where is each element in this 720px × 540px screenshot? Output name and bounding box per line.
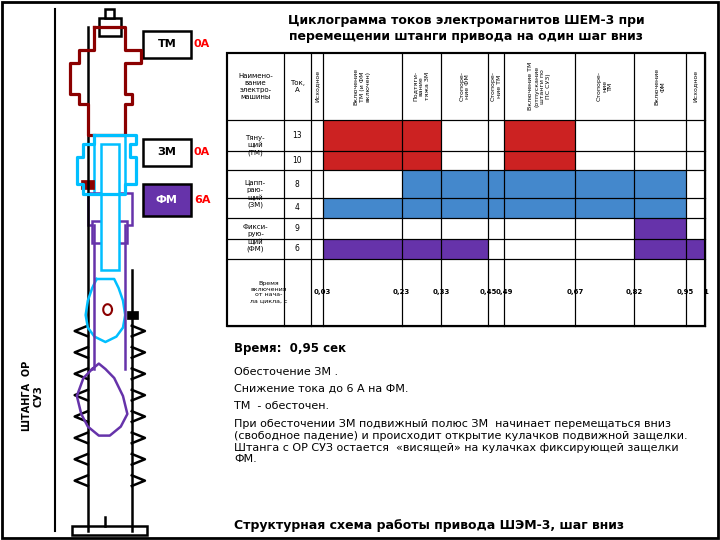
- Text: Исходное: Исходное: [314, 70, 319, 102]
- Bar: [323, 198, 685, 218]
- Bar: [634, 239, 706, 259]
- Text: ЗМ: ЗМ: [158, 147, 176, 157]
- Text: Подтяги-
вание
тяжа ЗМ: Подтяги- вание тяжа ЗМ: [413, 71, 430, 102]
- Text: перемещении штанги привода на один шаг вниз: перемещении штанги привода на один шаг в…: [289, 30, 643, 43]
- Text: ТМ  - обесточен.: ТМ - обесточен.: [235, 401, 330, 411]
- Bar: [73, 525, 147, 535]
- Text: Цапп-
раю-
щий
(ЗМ): Цапп- раю- щий (ЗМ): [245, 180, 266, 208]
- Bar: [143, 31, 191, 58]
- Text: Тяну-
щий
(ТМ): Тяну- щий (ТМ): [246, 134, 265, 156]
- Text: 0,95: 0,95: [677, 289, 694, 295]
- Bar: [323, 239, 488, 259]
- Text: 9: 9: [295, 224, 300, 233]
- Text: Структурная схема работы привода ШЭМ-3, шаг вниз: Структурная схема работы привода ШЭМ-3, …: [235, 519, 624, 532]
- Text: Включение
ТМ (и ФМ
включен): Включение ТМ (и ФМ включен): [354, 68, 370, 105]
- Text: 0А: 0А: [194, 39, 210, 49]
- Bar: [101, 144, 119, 270]
- Bar: [127, 312, 138, 319]
- Text: 0,67: 0,67: [567, 289, 584, 295]
- Bar: [94, 135, 125, 194]
- Text: Наимено-
вание
электро-
машины: Наимено- вание электро- машины: [238, 73, 273, 100]
- Text: 4: 4: [295, 204, 300, 212]
- Text: Стопоре-
ние
ТМ: Стопоре- ние ТМ: [596, 71, 613, 102]
- Text: 0,49: 0,49: [495, 289, 513, 295]
- Bar: [88, 193, 132, 225]
- Text: Фикси-
рую-
щий
(ФМ): Фикси- рую- щий (ФМ): [243, 224, 268, 252]
- Text: 0,33: 0,33: [432, 289, 450, 295]
- Text: 0А: 0А: [194, 147, 210, 157]
- Text: 0,23: 0,23: [393, 289, 410, 295]
- Text: 6: 6: [295, 244, 300, 253]
- Text: Обесточение ЗМ .: Обесточение ЗМ .: [235, 367, 338, 377]
- Bar: [143, 184, 191, 216]
- Bar: [105, 9, 114, 18]
- Text: 1: 1: [703, 289, 708, 295]
- Bar: [227, 53, 706, 326]
- Bar: [143, 139, 191, 166]
- Text: Снижение тока до 6 А на ФМ.: Снижение тока до 6 А на ФМ.: [235, 384, 409, 394]
- Text: Исходное: Исходное: [693, 70, 698, 102]
- Bar: [402, 171, 685, 198]
- Text: Циклограмма токов электромагнитов ШЕМ-3 при: Циклограмма токов электромагнитов ШЕМ-3 …: [288, 14, 644, 26]
- Text: 0,82: 0,82: [626, 289, 643, 295]
- Bar: [323, 120, 441, 171]
- Text: 13: 13: [292, 131, 302, 140]
- Text: ТМ: ТМ: [158, 39, 176, 49]
- Text: ШТАНГА  ОР
СУЗ: ШТАНГА ОР СУЗ: [22, 361, 44, 431]
- Bar: [94, 27, 125, 135]
- Text: 0,03: 0,03: [314, 289, 331, 295]
- Text: 6А: 6А: [194, 195, 210, 205]
- Text: При обесточении ЗМ подвижный полюс ЗМ  начинает перемещаться вниз
(свободное пад: При обесточении ЗМ подвижный полюс ЗМ на…: [235, 420, 688, 464]
- Bar: [81, 180, 94, 189]
- Bar: [92, 221, 127, 243]
- Text: 10: 10: [292, 156, 302, 165]
- Text: Включение ТМ
(отпускание
штанги по
ПС СУЗ): Включение ТМ (отпускание штанги по ПС СУ…: [528, 62, 551, 111]
- Text: Включение
ФМ: Включение ФМ: [654, 68, 665, 105]
- Text: ФМ: ФМ: [156, 195, 178, 205]
- Bar: [634, 218, 685, 239]
- Text: 8: 8: [295, 180, 300, 189]
- Bar: [227, 53, 706, 326]
- Text: 0,45: 0,45: [480, 289, 497, 295]
- Text: Время:  0,95 сек: Время: 0,95 сек: [235, 342, 346, 355]
- Text: Время
включения
от нача-
ла цикла, с: Время включения от нача- ла цикла, с: [250, 281, 288, 303]
- Text: Ток,
А: Ток, А: [289, 80, 305, 93]
- Text: Стопоре-
ние ФМ: Стопоре- ние ФМ: [459, 71, 470, 102]
- Text: Стопоре-
ние ТМ: Стопоре- ние ТМ: [491, 71, 502, 102]
- Bar: [504, 120, 575, 171]
- Bar: [99, 18, 121, 36]
